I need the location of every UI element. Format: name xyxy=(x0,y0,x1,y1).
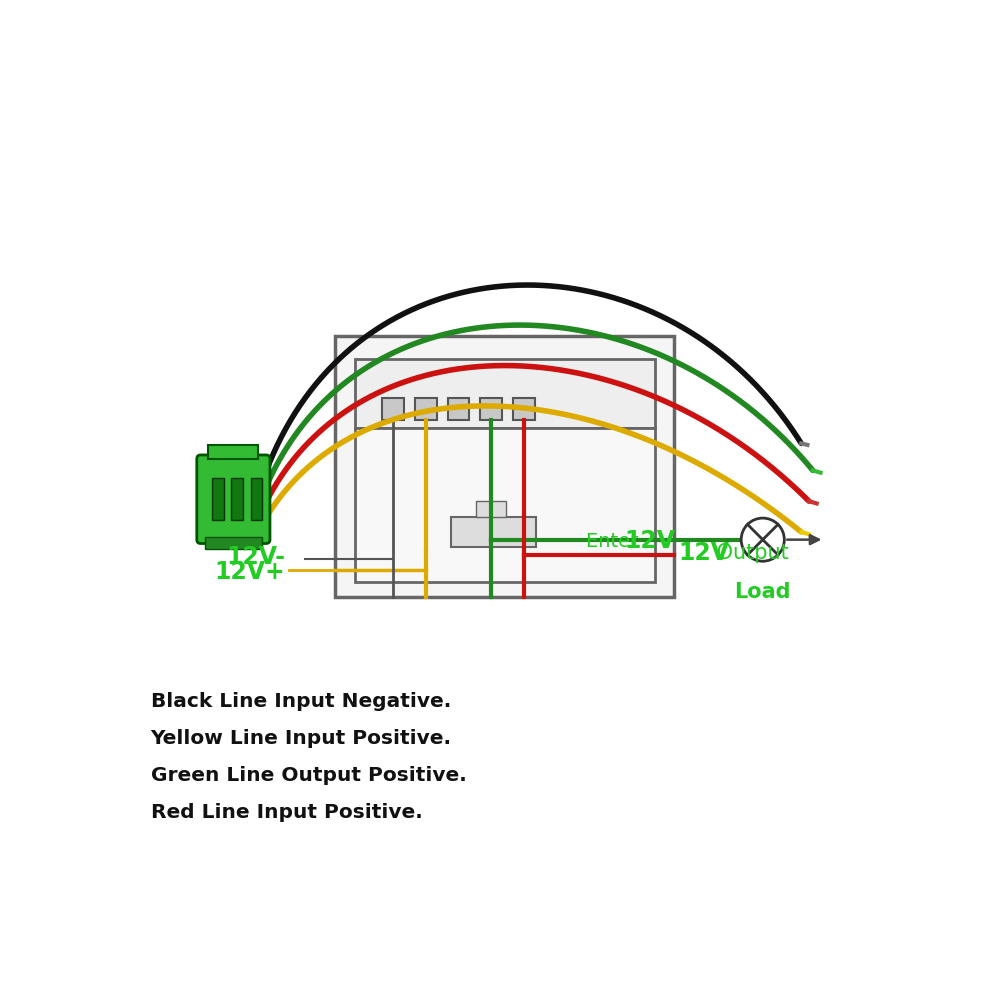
Bar xyxy=(448,398,469,420)
Bar xyxy=(231,478,243,520)
Text: Output: Output xyxy=(710,543,789,563)
Bar xyxy=(513,398,535,420)
Bar xyxy=(451,517,536,547)
Text: 12V: 12V xyxy=(624,529,675,553)
Bar xyxy=(335,336,674,597)
Text: Enter: Enter xyxy=(586,532,644,551)
Bar xyxy=(415,398,437,420)
Bar xyxy=(251,478,262,520)
Bar xyxy=(355,359,655,428)
Circle shape xyxy=(741,518,784,561)
Text: 12V+: 12V+ xyxy=(215,560,285,584)
Text: 12V: 12V xyxy=(678,541,729,565)
Bar xyxy=(208,445,258,459)
Text: Red Line Input Positive.: Red Line Input Positive. xyxy=(151,803,422,822)
Bar xyxy=(382,398,404,420)
Bar xyxy=(212,478,224,520)
Bar xyxy=(476,501,506,517)
FancyBboxPatch shape xyxy=(197,455,270,544)
Bar xyxy=(355,428,655,582)
Bar xyxy=(205,537,262,549)
Text: 12V-: 12V- xyxy=(226,545,285,569)
Bar xyxy=(480,398,502,420)
Text: Load: Load xyxy=(734,582,791,602)
Text: Yellow Line Input Positive.: Yellow Line Input Positive. xyxy=(151,729,452,748)
Text: Black Line Input Negative.: Black Line Input Negative. xyxy=(151,692,451,711)
Text: Green Line Output Positive.: Green Line Output Positive. xyxy=(151,766,466,785)
